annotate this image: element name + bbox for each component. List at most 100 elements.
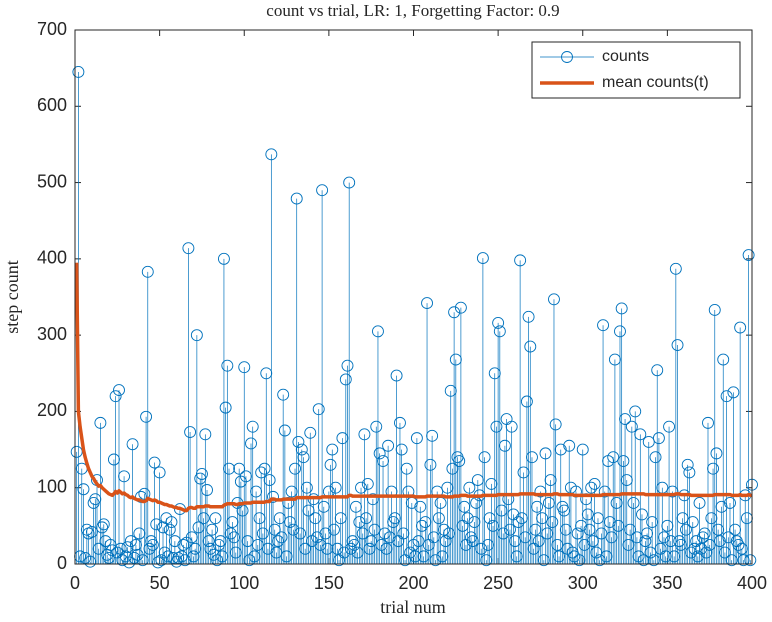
stem-marker — [534, 485, 547, 498]
stem-marker — [312, 403, 325, 416]
stem-marker — [84, 555, 97, 568]
stem-marker — [316, 184, 329, 197]
stem-marker — [344, 542, 357, 555]
stem-marker — [167, 551, 180, 564]
stem-marker — [219, 401, 232, 414]
stem-marker — [311, 531, 323, 544]
stem-marker — [542, 497, 555, 509]
stem-marker — [600, 550, 613, 563]
stem-marker — [143, 542, 156, 555]
stem-marker — [163, 523, 176, 536]
stem-marker — [652, 432, 665, 445]
stem-marker — [617, 455, 630, 467]
chart-title: count vs trial, LR: 1, Forgetting Factor… — [266, 1, 559, 20]
y-tick-label: 600 — [37, 95, 67, 115]
stem-marker — [686, 516, 699, 528]
stem-marker — [412, 535, 425, 548]
stem-marker — [129, 538, 142, 551]
stem-marker — [157, 521, 169, 534]
stem-marker — [627, 497, 640, 509]
legend-label: mean counts(t) — [602, 74, 709, 91]
stem-marker — [324, 458, 337, 471]
stem-marker — [495, 504, 508, 517]
stem-marker — [290, 192, 303, 205]
stem-marker — [571, 527, 584, 540]
stem-marker — [588, 477, 601, 490]
stem-marker — [228, 531, 241, 544]
stem-marker — [504, 523, 516, 536]
stem-marker — [485, 477, 498, 490]
stem-marker — [541, 527, 554, 540]
stem-marker — [426, 429, 439, 442]
stem-marker — [421, 297, 433, 310]
stem-marker — [448, 306, 461, 319]
stem-marker — [214, 535, 227, 548]
stem-marker — [439, 535, 452, 548]
stem-marker — [106, 544, 119, 557]
y-tick-label: 300 — [37, 324, 67, 344]
stem-marker — [372, 325, 384, 338]
x-tick-label: 150 — [314, 573, 344, 593]
stem-marker — [559, 523, 572, 536]
stem-marker — [165, 516, 178, 528]
stem-marker — [204, 542, 217, 555]
stem-marker — [634, 428, 647, 441]
stem-marker — [497, 527, 510, 540]
stem-marker — [498, 439, 511, 452]
stem-marker — [487, 519, 499, 532]
stem-marker — [85, 526, 98, 538]
stem-marker — [642, 435, 655, 448]
stem-marker — [255, 466, 268, 479]
stem-marker — [141, 265, 154, 278]
stem-marker — [256, 527, 269, 540]
stem-marker — [179, 554, 191, 567]
stem-marker — [201, 484, 213, 496]
stem-marker — [563, 439, 576, 452]
stem-marker — [348, 538, 361, 551]
y-tick-label: 100 — [37, 476, 67, 496]
stem-marker — [277, 388, 290, 401]
stem-marker — [278, 424, 291, 437]
stem-marker — [248, 550, 261, 563]
stem-marker — [454, 301, 467, 314]
stem-marker — [265, 148, 278, 161]
stem-marker — [319, 527, 332, 540]
stem-marker — [360, 512, 373, 525]
stem-marker — [162, 550, 175, 563]
stem-marker — [614, 325, 626, 338]
stem-marker — [509, 535, 521, 548]
stem-marker — [209, 512, 222, 525]
stem-marker — [725, 554, 738, 567]
stem-marker — [539, 447, 552, 460]
stem-marker — [651, 364, 664, 377]
stem-marker — [676, 512, 689, 525]
stem-marker — [331, 542, 344, 555]
stem-marker — [350, 500, 362, 513]
stem-marker — [554, 443, 567, 456]
axes-box — [74, 29, 753, 565]
stem-marker — [283, 516, 296, 528]
stem-marker — [121, 541, 134, 554]
stem-marker — [668, 550, 681, 563]
stem-marker — [658, 531, 670, 544]
stem-marker — [707, 462, 720, 475]
stem-marker — [647, 554, 660, 567]
stem-marker — [268, 523, 281, 536]
stem-marker — [683, 466, 696, 479]
stem-marker — [388, 512, 401, 525]
stem-marker — [140, 410, 153, 423]
stem-marker — [417, 550, 430, 563]
stem-marker — [383, 531, 396, 544]
stem-marker — [297, 451, 310, 464]
stem-marker — [285, 485, 298, 498]
stem-marker — [715, 500, 728, 513]
stem-marker — [192, 521, 205, 534]
stem-marker — [184, 426, 197, 438]
stem-marker — [289, 462, 301, 475]
stem-marker — [104, 538, 117, 551]
stem-marker — [610, 497, 623, 509]
stem-marker — [216, 550, 229, 563]
stem-marker — [107, 453, 120, 466]
stem-marker — [693, 497, 706, 509]
stem-marker — [194, 472, 207, 485]
